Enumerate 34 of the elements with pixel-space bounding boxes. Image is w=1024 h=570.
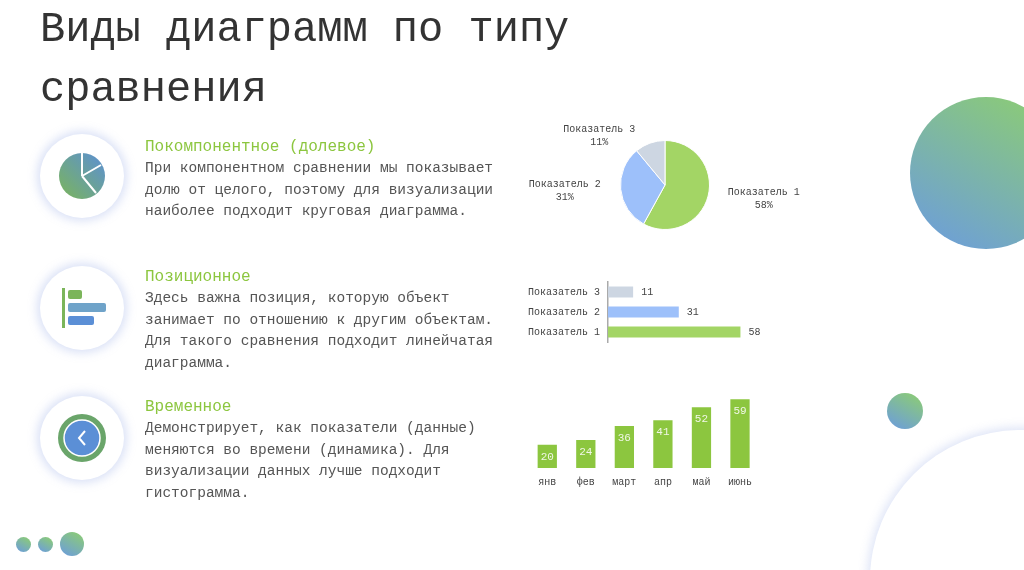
data-label: 11% — [590, 137, 609, 149]
x-tick-label: янв — [538, 476, 557, 488]
y-tick-label: Показатель 2 — [528, 306, 601, 318]
text: Покомпонентное (долевое) — [145, 137, 377, 158]
text: Демонстрирует, как показатели (данные) меняются во времени (динамика). Для визуализации данных лучше подходит гистограмма. — [145, 419, 477, 503]
bar — [691, 407, 712, 468]
data-label: 58 — [748, 326, 761, 338]
text: Позиционное — [145, 267, 252, 288]
data-label: 11 — [641, 286, 654, 298]
text: Временное — [145, 397, 233, 418]
data-label: 31 — [686, 306, 699, 318]
y-tick-label: Показатель 1 — [528, 326, 601, 338]
data-label: 58% — [754, 199, 773, 211]
bar — [653, 420, 673, 468]
data-label: 31% — [555, 191, 574, 203]
x-tick-label: июнь — [727, 476, 753, 488]
x-tick-label: апр — [653, 476, 672, 488]
y-tick-label: Показатель 3 — [528, 286, 601, 298]
bar — [614, 426, 634, 468]
data-label: 59 — [733, 405, 747, 418]
text: Виды диаграмм по типу сравнения — [40, 5, 571, 116]
x-tick-label: фев — [576, 475, 595, 488]
text: При компонентном сравнении мы показывает долю от целого, поэтому для визуализации наиболее подходит круговая диаграмма. — [145, 159, 495, 221]
data-label: 41 — [656, 426, 670, 439]
data-label: 20 — [540, 450, 554, 463]
data-label: 24 — [579, 445, 593, 458]
x-tick-label: май — [692, 476, 711, 488]
slice-label: Показатель 1 — [727, 186, 800, 198]
data-label: 36 — [617, 431, 631, 444]
x-tick-label: март — [612, 476, 637, 488]
text: Здесь важна позиция, которую объект занимает по отношению к другим объектам. Для такого сравнения подходит линейчатая диаграмма. — [145, 289, 495, 373]
data-label: 52 — [694, 413, 709, 426]
slice-label: Показатель 3 — [563, 124, 636, 136]
bar — [730, 399, 750, 468]
